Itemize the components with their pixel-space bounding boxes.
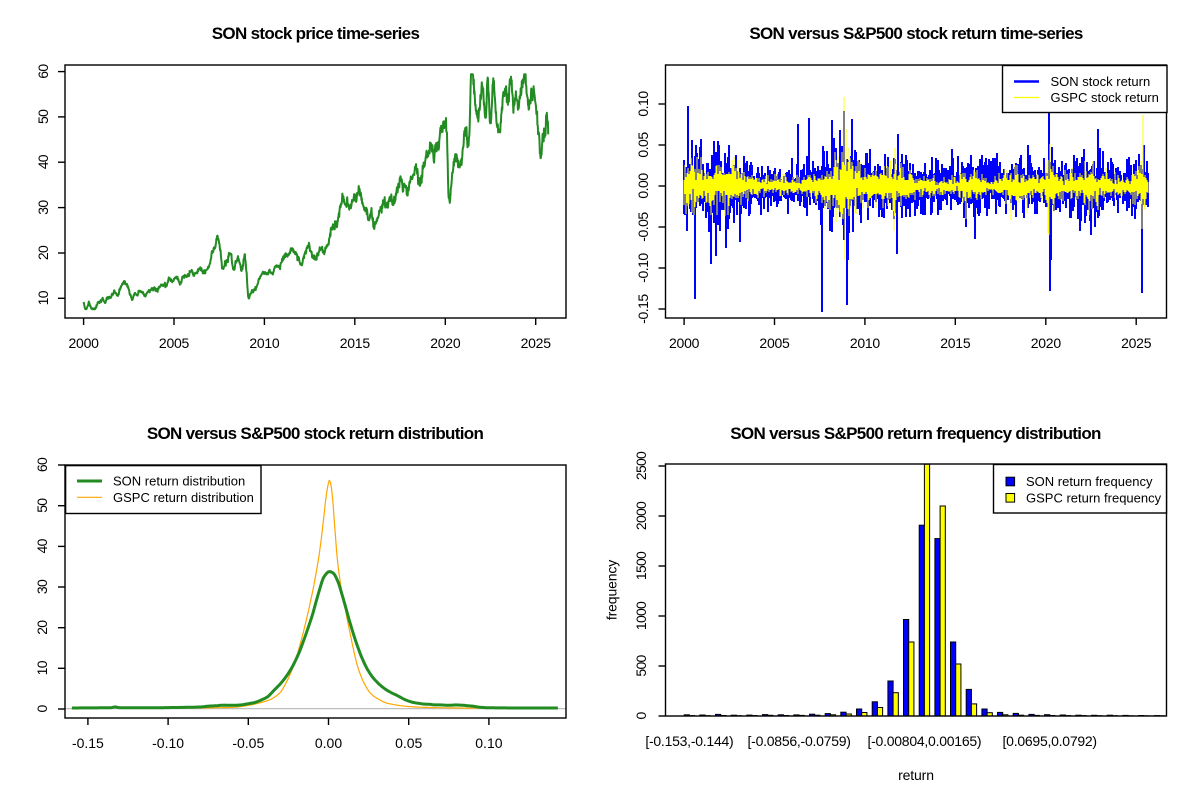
svg-text:500: 500 [633,654,649,676]
svg-text:2000: 2000 [633,501,649,530]
svg-text:0.05: 0.05 [395,735,422,751]
svg-text:2015: 2015 [340,335,371,351]
svg-text:50: 50 [35,109,51,124]
svg-text:2000: 2000 [69,335,100,351]
svg-text:[-0.00804,0.00165): [-0.00804,0.00165) [867,733,981,749]
svg-text:2005: 2005 [759,335,790,351]
svg-text:-0.05: -0.05 [635,212,651,242]
svg-text:2025: 2025 [1121,335,1152,351]
svg-text:30: 30 [34,579,50,594]
svg-text:SON versus S&P500 stock return: SON versus S&P500 stock return distribut… [147,424,484,443]
svg-text:2010: 2010 [249,335,280,351]
svg-text:50: 50 [34,498,50,513]
svg-text:GSPC stock return: GSPC stock return [1051,90,1159,105]
svg-text:0: 0 [633,712,649,720]
svg-text:60: 60 [35,64,51,79]
svg-text:SON return frequency: SON return frequency [1026,474,1153,489]
svg-text:10: 10 [35,290,51,305]
svg-text:-0.15: -0.15 [72,735,104,751]
svg-text:SON versus S&P500 return frequ: SON versus S&P500 return frequency distr… [730,424,1101,443]
svg-text:2005: 2005 [159,335,190,351]
svg-text:40: 40 [35,154,51,169]
svg-text:30: 30 [35,200,51,215]
svg-text:0.10: 0.10 [635,91,651,117]
svg-text:SON return distribution: SON return distribution [113,474,245,489]
svg-text:40: 40 [34,538,50,553]
svg-text:2020: 2020 [430,335,461,351]
svg-text:0.05: 0.05 [635,132,651,158]
svg-text:SON stock return: SON stock return [1051,74,1151,89]
svg-text:2500: 2500 [633,451,649,480]
svg-text:0.00: 0.00 [315,735,342,751]
svg-text:-0.15: -0.15 [635,294,651,324]
svg-text:20: 20 [34,620,50,635]
svg-text:2010: 2010 [850,335,881,351]
svg-text:0.00: 0.00 [635,173,651,199]
svg-text:2025: 2025 [521,335,552,351]
svg-text:frequency: frequency [604,560,620,620]
svg-text:10: 10 [34,660,50,675]
svg-text:SON stock price time-series: SON stock price time-series [212,24,420,43]
svg-text:GSPC return distribution: GSPC return distribution [113,490,254,505]
svg-text:2015: 2015 [940,335,971,351]
svg-text:1500: 1500 [633,551,649,580]
svg-text:SON versus S&P500 stock return: SON versus S&P500 stock return time-seri… [749,24,1083,43]
svg-text:1000: 1000 [633,601,649,630]
svg-text:return: return [898,767,934,783]
svg-text:[-0.153,-0.144): [-0.153,-0.144) [645,733,733,749]
svg-text:[0.0695,0.0792): [0.0695,0.0792) [1003,733,1097,749]
svg-text:2000: 2000 [669,335,700,351]
svg-text:GSPC return frequency: GSPC return frequency [1026,490,1162,505]
svg-text:2020: 2020 [1031,335,1062,351]
svg-text:0: 0 [34,705,50,713]
svg-text:-0.10: -0.10 [152,735,184,751]
svg-text:20: 20 [35,245,51,260]
svg-text:-0.10: -0.10 [635,253,651,283]
svg-text:0.10: 0.10 [475,735,502,751]
svg-text:-0.05: -0.05 [232,735,264,751]
svg-text:60: 60 [34,457,50,472]
svg-text:[-0.0856,-0.0759): [-0.0856,-0.0759) [748,733,851,749]
